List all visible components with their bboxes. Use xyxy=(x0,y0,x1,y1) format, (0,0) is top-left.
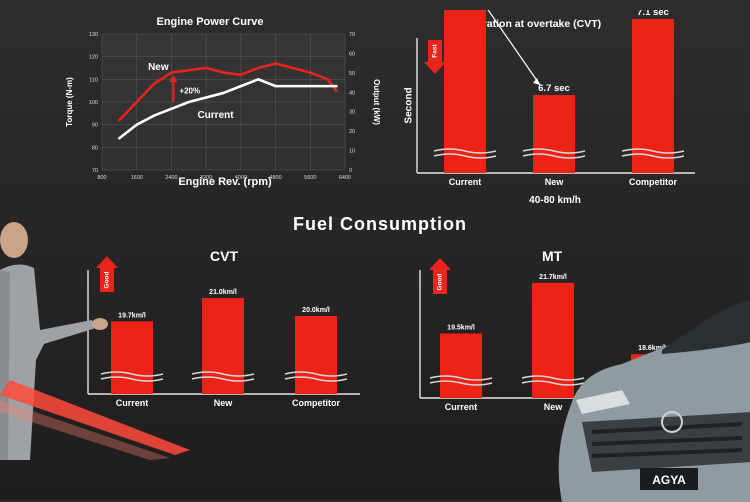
engine-power-chart: 800 1600 2400 3200 4000 4800 5600 6400708090100… xyxy=(65,32,381,181)
acceleration-panel: Acceleration at overtake (CVT) Second Fa… xyxy=(395,10,725,210)
cvt-category-label: Current xyxy=(116,398,149,408)
engine-ytick-label: 110 xyxy=(89,77,98,83)
engine-ytick-label: 90 xyxy=(92,123,98,129)
engine-annotation-arrow-head xyxy=(169,75,178,83)
accel-category-label: Competitor xyxy=(629,177,677,187)
cvt-data-label: 21.0km/l xyxy=(209,289,237,296)
engine-xtick-label: 4800 xyxy=(269,175,281,181)
accel-xlabel: 40-80 km/h xyxy=(529,195,581,206)
engine-y2tick-label: 20 xyxy=(349,129,355,135)
engine-ytick-label: 120 xyxy=(89,55,98,61)
accel-bar xyxy=(533,95,575,173)
mt-indicator-label: Good xyxy=(437,273,444,290)
accel-indicator-label: Fast xyxy=(432,43,439,57)
accel-category-label: Current xyxy=(449,177,482,187)
engine-y2tick-label: 0 xyxy=(349,168,352,174)
cvt-bar xyxy=(202,298,244,394)
engine-ylabel: Torque (N-m) xyxy=(65,77,74,127)
mt-data-label: 18.6km/l xyxy=(638,345,666,352)
mt-break-line xyxy=(521,380,585,386)
cvt-break-line xyxy=(284,376,348,382)
engine-y2tick-label: 50 xyxy=(349,71,355,77)
accel-break-line xyxy=(433,153,497,159)
accel-data-label: 7.1 sec xyxy=(637,10,669,18)
stage-light-streak xyxy=(0,380,190,460)
cvt-bar xyxy=(111,321,153,394)
cvt-category-label: New xyxy=(214,398,234,408)
cvt-break-line xyxy=(100,371,164,377)
accel-bar xyxy=(444,10,486,173)
engine-chart-title: Engine Power Curve xyxy=(156,16,264,28)
cvt-indicator-label: Good xyxy=(104,271,111,288)
engine-y2tick-label: 60 xyxy=(349,51,355,57)
engine-ytick-label: 70 xyxy=(92,168,98,174)
engine-xlabel: Engine Rev. (rpm) xyxy=(178,176,272,188)
engine-y2tick-label: 40 xyxy=(349,90,355,96)
accel-category-label: New xyxy=(545,177,565,187)
engine-xtick-label: 4000 xyxy=(235,175,247,181)
engine-xtick-label: 1600 xyxy=(131,175,143,181)
mt-data-label: 19.5km/l xyxy=(447,325,475,332)
mt-category-label: Current xyxy=(445,402,478,412)
engine-y2label: Output (kW) xyxy=(372,79,381,125)
cvt-break-line xyxy=(191,371,255,377)
engine-series-label-current: Current xyxy=(197,110,234,121)
mt-break-line xyxy=(429,375,493,381)
engine-series-label-new: New xyxy=(148,62,169,73)
mt-indicator-head xyxy=(429,258,451,270)
accel-break-line xyxy=(522,153,586,159)
engine-power-panel: Engine Power Curve 800 1600 2400 3200 4000 48… xyxy=(60,10,390,190)
accel-break-line xyxy=(621,153,685,159)
cvt-break-line xyxy=(191,376,255,382)
car-image: AGYA xyxy=(558,300,750,502)
accel-data-label: 6.7 sec xyxy=(538,83,570,94)
accel-break-line xyxy=(433,148,497,154)
fuel-section-title: Fuel Consumption xyxy=(293,214,467,234)
mt-break-line xyxy=(521,375,585,381)
mt-indicator-body xyxy=(433,270,447,294)
cvt-break-line xyxy=(284,371,348,377)
engine-series-line-new xyxy=(118,62,338,122)
cvt-indicator-head xyxy=(96,256,118,268)
cvt-data-label: 19.7km/l xyxy=(118,312,146,319)
car-badge: AGYA xyxy=(652,473,686,487)
accel-indicator-head xyxy=(424,62,446,74)
fuel-cvt-title: CVT xyxy=(210,248,238,264)
engine-xtick-label: 3200 xyxy=(200,175,212,181)
accel-break-line xyxy=(621,148,685,154)
cvt-indicator-body xyxy=(100,268,114,292)
mt-category-label: New xyxy=(544,402,564,412)
fuel-mt-title: MT xyxy=(542,248,563,264)
engine-xtick-label: 800 xyxy=(97,175,106,181)
engine-xtick-label: 2400 xyxy=(165,175,177,181)
engine-xtick-label: 5600 xyxy=(304,175,316,181)
cvt-bar xyxy=(295,316,337,394)
engine-ytick-label: 80 xyxy=(92,145,98,151)
fuel-cvt-chart: Good 19.7km/l Current 21.0km/l New 20.0km/l Co… xyxy=(87,256,360,408)
mt-break-line xyxy=(429,380,493,386)
engine-series-line-current xyxy=(118,78,338,140)
accel-bar xyxy=(632,19,674,173)
engine-y2tick-label: 10 xyxy=(349,149,355,155)
presenter-figure xyxy=(0,222,108,460)
accel-break-line xyxy=(522,148,586,154)
engine-y2tick-label: 30 xyxy=(349,110,355,116)
accel-compare-arrow xyxy=(487,10,541,86)
engine-annotation: +20% xyxy=(179,87,200,96)
mt-bar xyxy=(440,333,482,398)
accel-chart-title: Acceleration at overtake (CVT) xyxy=(448,18,602,30)
engine-xtick-label: 6400 xyxy=(339,175,351,181)
mt-data-label: 21.7km/l xyxy=(539,274,567,281)
fuel-cvt-panel: CVT Good 19.7km/l Current 21.0km/l New 20.0km… xyxy=(60,240,380,420)
accel-indicator-body xyxy=(428,40,442,62)
engine-ytick-label: 130 xyxy=(89,32,98,38)
cvt-break-line xyxy=(100,376,164,382)
engine-ytick-label: 100 xyxy=(89,100,98,106)
cvt-category-label: Competitor xyxy=(292,398,340,408)
engine-y2tick-label: 70 xyxy=(349,32,355,38)
cvt-data-label: 20.0km/l xyxy=(302,307,330,314)
accel-compare-arrow-head xyxy=(533,78,540,85)
